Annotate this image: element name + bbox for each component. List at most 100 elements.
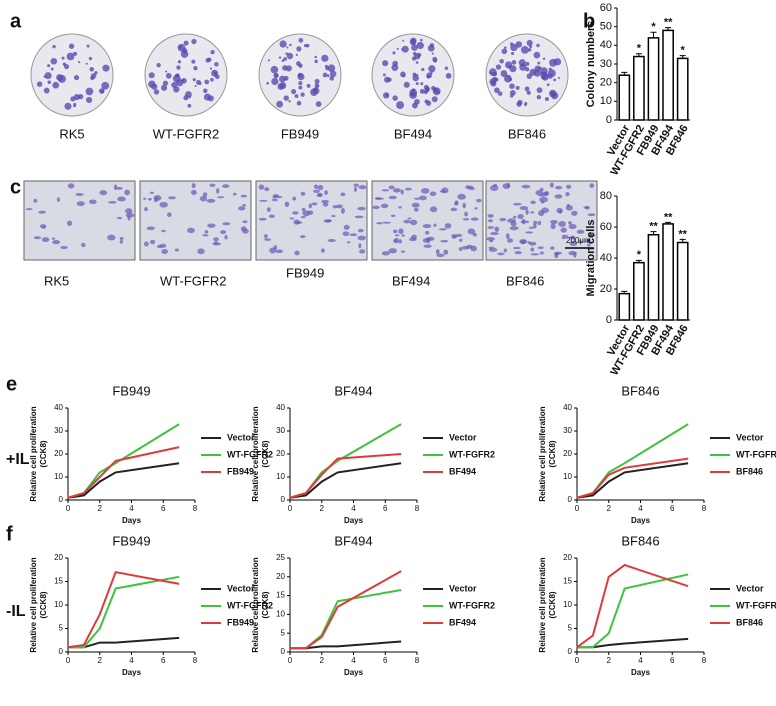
colony bbox=[540, 67, 548, 75]
colony bbox=[282, 65, 288, 71]
micrograph-label: WT-FGFR2 bbox=[160, 273, 226, 288]
colony bbox=[47, 80, 52, 85]
cell bbox=[458, 247, 463, 252]
colony bbox=[501, 48, 508, 55]
cell bbox=[407, 217, 412, 220]
cell bbox=[589, 183, 595, 189]
colony bbox=[420, 38, 423, 42]
y-tick-label: 10 bbox=[54, 600, 63, 609]
colony bbox=[322, 72, 328, 78]
series-line bbox=[67, 423, 180, 499]
dish-label: WT-FGFR2 bbox=[153, 126, 219, 141]
cell bbox=[527, 241, 531, 244]
colony bbox=[192, 78, 196, 82]
cell bbox=[258, 217, 267, 221]
cell bbox=[568, 221, 572, 225]
x-tick-label: 8 bbox=[193, 656, 198, 665]
cell bbox=[41, 237, 50, 243]
cell bbox=[554, 194, 563, 199]
cell bbox=[506, 238, 514, 243]
x-tick-label: 8 bbox=[415, 656, 420, 665]
colony bbox=[306, 83, 311, 88]
cell bbox=[550, 246, 555, 250]
cell bbox=[127, 215, 131, 221]
cell bbox=[540, 200, 545, 204]
cell bbox=[528, 226, 535, 229]
x-tick-label: 0 bbox=[66, 504, 71, 513]
colony bbox=[436, 90, 440, 94]
colony bbox=[151, 83, 158, 90]
y-tick-label: 10 bbox=[276, 472, 285, 481]
colony bbox=[415, 61, 419, 64]
cell bbox=[358, 185, 367, 190]
cell bbox=[327, 238, 336, 243]
y-tick-label: 0 bbox=[281, 647, 286, 656]
cell bbox=[587, 213, 596, 217]
cell bbox=[450, 207, 458, 212]
colony bbox=[494, 87, 500, 94]
colony bbox=[382, 60, 389, 67]
cell bbox=[583, 206, 589, 209]
colony bbox=[62, 62, 67, 66]
cell bbox=[429, 206, 438, 213]
colony bbox=[291, 88, 297, 95]
colony bbox=[329, 76, 335, 81]
error-bar bbox=[621, 290, 628, 294]
y-tick-label: 40 bbox=[563, 403, 572, 412]
y-axis-label: Relative cell proliferation bbox=[251, 557, 260, 652]
colony bbox=[102, 64, 110, 72]
y-tick-label: 10 bbox=[600, 95, 612, 107]
cell bbox=[388, 195, 397, 200]
cell bbox=[66, 220, 73, 226]
cell bbox=[443, 249, 449, 255]
y-tick-label: 0 bbox=[59, 647, 64, 656]
error-bar bbox=[650, 231, 657, 235]
cell bbox=[204, 230, 209, 234]
cell bbox=[258, 184, 265, 190]
bar bbox=[647, 234, 660, 321]
cell bbox=[147, 197, 152, 201]
panel-label: f bbox=[6, 523, 13, 545]
colony bbox=[510, 94, 514, 98]
colony bbox=[288, 100, 291, 103]
cell bbox=[33, 198, 38, 203]
colony bbox=[276, 100, 284, 108]
colony bbox=[295, 53, 298, 56]
x-tick-label: 2 bbox=[607, 504, 612, 513]
significance: * bbox=[637, 43, 642, 55]
cell bbox=[107, 234, 116, 241]
colony bbox=[488, 68, 497, 77]
cell bbox=[292, 211, 299, 215]
colony bbox=[90, 73, 97, 79]
cell bbox=[75, 193, 84, 196]
cell bbox=[586, 243, 591, 247]
cell bbox=[488, 246, 495, 249]
cell bbox=[115, 186, 123, 190]
colony bbox=[279, 40, 287, 48]
bar bbox=[618, 74, 631, 121]
dish-label: BF494 bbox=[394, 126, 432, 141]
cell bbox=[321, 199, 329, 204]
bar bbox=[633, 55, 645, 121]
colony bbox=[490, 71, 493, 74]
bar bbox=[647, 37, 660, 121]
cell bbox=[119, 236, 124, 240]
micrograph-label: RK5 bbox=[44, 273, 69, 288]
colony bbox=[267, 59, 270, 62]
y-axis-label: (CCK8) bbox=[548, 440, 557, 467]
cell bbox=[99, 190, 108, 196]
colony bbox=[281, 59, 285, 63]
x-tick-label: 0 bbox=[288, 656, 293, 665]
x-tick-label: 4 bbox=[129, 504, 134, 513]
cell bbox=[489, 239, 494, 243]
colony bbox=[165, 70, 168, 73]
colony bbox=[401, 48, 404, 51]
cell bbox=[569, 241, 578, 247]
colony bbox=[298, 38, 304, 43]
dish-label: FB949 bbox=[281, 126, 319, 141]
cell bbox=[509, 226, 519, 231]
cell bbox=[565, 191, 570, 197]
cell bbox=[576, 229, 585, 234]
cell bbox=[33, 236, 42, 240]
cell bbox=[238, 206, 246, 211]
